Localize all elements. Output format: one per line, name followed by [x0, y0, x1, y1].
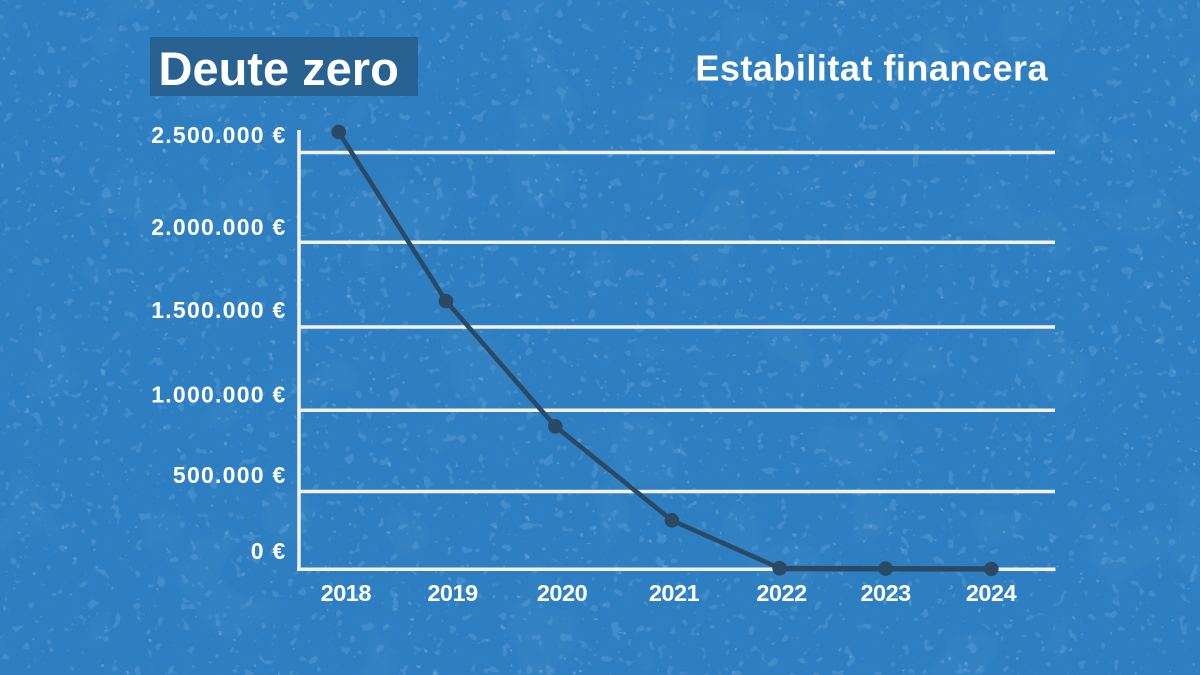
svg-text:1.000.000 €: 1.000.000 € — [151, 382, 286, 408]
svg-text:0 €: 0 € — [251, 538, 287, 564]
svg-text:2024: 2024 — [966, 580, 1017, 606]
svg-text:2022: 2022 — [756, 580, 807, 606]
svg-text:Estabilitat financera: Estabilitat financera — [695, 48, 1048, 89]
svg-text:500.000 €: 500.000 € — [173, 462, 287, 488]
svg-text:2018: 2018 — [321, 580, 372, 606]
svg-text:2021: 2021 — [649, 580, 700, 606]
svg-text:2019: 2019 — [427, 580, 478, 606]
svg-text:1.500.000 €: 1.500.000 € — [151, 297, 286, 323]
svg-text:2020: 2020 — [537, 580, 588, 606]
svg-text:2023: 2023 — [860, 580, 911, 606]
svg-text:Deute zero: Deute zero — [159, 42, 399, 95]
svg-text:2.500.000 €: 2.500.000 € — [151, 122, 286, 148]
svg-text:2.000.000 €: 2.000.000 € — [151, 214, 286, 240]
